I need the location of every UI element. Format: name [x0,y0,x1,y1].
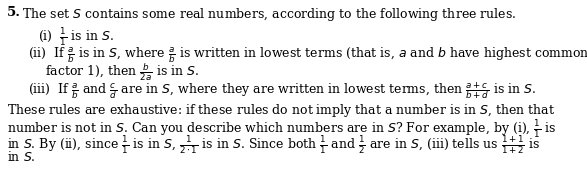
Text: 5.: 5. [7,6,21,19]
Text: (iii)  If $\frac{a}{b}$ and $\frac{c}{d}$ are in $S$, where they are written in : (iii) If $\frac{a}{b}$ and $\frac{c}{d}$… [28,81,536,102]
Text: These rules are exhaustive: if these rules do not imply that a number is in $S$,: These rules are exhaustive: if these rul… [7,102,555,119]
Text: in $S$. By (ii), since $\frac{1}{1}$ is in $S$, $\frac{1}{2 \cdot 1}$ is in $S$.: in $S$. By (ii), since $\frac{1}{1}$ is … [7,134,540,156]
Text: (i)  $\frac{1}{1}$ is in $S$.: (i) $\frac{1}{1}$ is in $S$. [38,26,114,48]
Text: in $S$.: in $S$. [7,150,36,164]
Text: number is not in $S$. Can you describe which numbers are in $S$? For example, by: number is not in $S$. Can you describe w… [7,118,556,140]
Text: (ii)  If $\frac{a}{b}$ is in $S$, where $\frac{a}{b}$ is written in lowest terms: (ii) If $\frac{a}{b}$ is in $S$, where $… [28,46,587,66]
Text: The set $S$ contains some real numbers, according to the following three rules.: The set $S$ contains some real numbers, … [22,6,517,23]
Text: factor 1), then $\frac{b}{2a}$ is in $S$.: factor 1), then $\frac{b}{2a}$ is in $S$… [45,62,200,83]
